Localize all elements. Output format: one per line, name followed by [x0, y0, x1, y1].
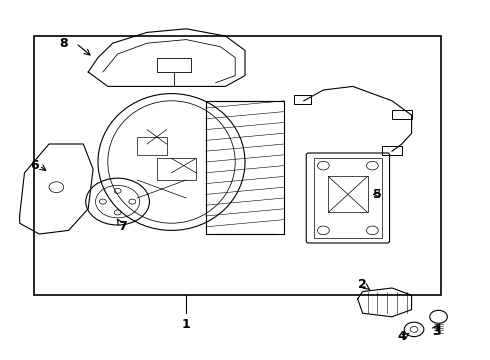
Text: 1: 1 [182, 318, 191, 330]
Text: 2: 2 [358, 278, 367, 291]
Bar [294, 95, 311, 104]
Bar [157, 158, 196, 180]
Text: 5: 5 [373, 188, 382, 201]
Text: 6: 6 [30, 159, 39, 172]
Bar [382, 146, 402, 155]
Text: 7: 7 [118, 220, 127, 233]
Bar [157, 58, 191, 72]
Bar [314, 158, 382, 238]
Text: 4: 4 [397, 330, 406, 343]
Text: 3: 3 [432, 325, 441, 338]
Text: 8: 8 [59, 37, 68, 50]
Bar [34, 36, 441, 295]
Bar [392, 110, 412, 119]
Bar [137, 137, 167, 155]
Bar [328, 176, 368, 212]
